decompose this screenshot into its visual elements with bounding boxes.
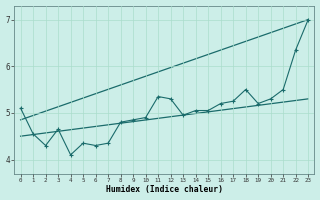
X-axis label: Humidex (Indice chaleur): Humidex (Indice chaleur): [106, 185, 223, 194]
